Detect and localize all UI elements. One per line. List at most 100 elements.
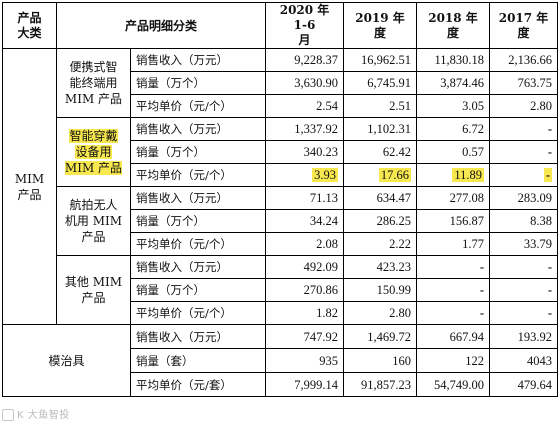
highlighted-value: 11.89 [452, 168, 485, 182]
value-cell: 2.80 [489, 94, 559, 118]
header-2017: 2017 年 度 [489, 2, 559, 49]
value-cell: - [489, 117, 559, 141]
metric-label: 平均单价（元/个） [129, 94, 267, 118]
value-cell: 62.42 [343, 140, 418, 164]
value-cell: 283.09 [489, 186, 559, 210]
value-cell: - [489, 255, 559, 279]
metric-label: 销量（万个） [129, 71, 267, 95]
metric-label: 平均单价（元/个） [129, 163, 267, 187]
value-cell: 2.22 [343, 232, 418, 256]
table-row: 模治具 销售收入（万元） 747.92 1,469.72 667.94 193.92 [2, 324, 559, 397]
value-cell: 16,962.51 [343, 48, 418, 72]
metric-label: 销量（万个） [129, 278, 267, 302]
value-cell: - [489, 278, 559, 302]
value-cell: 2.51 [343, 94, 418, 118]
value-cell: 6,745.91 [343, 71, 418, 95]
value-cell: 33.79 [489, 232, 559, 256]
value-cell: 1.77 [416, 232, 491, 256]
value-cell: 11,830.18 [416, 48, 491, 72]
value-cell: 3,874.46 [416, 71, 491, 95]
table-row: 智能穿戴 设备用 MIM 产品 销售收入（万元） 1,337.92 1,102.31 6… [3, 117, 559, 187]
watermark-text: K 大鱼智投 [17, 410, 70, 421]
watermark: K 大鱼智投 [2, 406, 70, 421]
value-cell: 156.87 [416, 209, 491, 233]
subcategory-label: 航拍无人 机用 MIM 产品 [56, 186, 131, 256]
value-cell: 7,999.14 [265, 372, 345, 397]
header-row: 产品 大类 产品明细分类 2020 年 1-6 月 2019 年 度 2018 … [2, 2, 559, 49]
table-row: 销量（万个） 3,630.90 6,745.91 3,874.46 763.75 [3, 71, 559, 95]
table-row: 销量（万个） 340.23 62.42 0.57- [3, 140, 559, 164]
metric-label: 销售收入（万元） [129, 255, 267, 279]
value-cell: - [489, 140, 559, 164]
metric-label: 销售收入（万元） [129, 48, 267, 72]
table-row: 销量（万个） 34.24 286.25 156.87 8.38 [3, 209, 559, 233]
highlighted-subcategory: 智能穿戴 设备用 MIM 产品 [64, 129, 123, 175]
metric-label: 销量（万个） [129, 209, 267, 233]
table-row: 平均单价（元/套） 7,999.14 91,857.23 54,749.00 479.6… [3, 372, 559, 397]
value-cell: 423.23 [343, 255, 418, 279]
value-cell: 3.93 [265, 163, 345, 187]
value-cell: 3.05 [416, 94, 491, 118]
category-fixture: 模治具 [2, 324, 131, 397]
value-cell: 17.66 [343, 163, 418, 187]
value-cell: 747.92 [265, 324, 345, 349]
product-breakdown-table: 产品 大类 产品明细分类 2020 年 1-6 月 2019 年 度 2018 … [2, 2, 559, 397]
table-row: 其他 MIM 产品 销售收入（万元） 492.09 423.23- - [3, 255, 559, 325]
value-cell: 34.24 [265, 209, 345, 233]
metric-label: 平均单价（元/个） [129, 301, 267, 325]
category-mim: MIM 产品 [2, 48, 57, 325]
value-cell: 150.99 [343, 278, 418, 302]
value-cell: - [416, 255, 491, 279]
metric-label: 平均单价（元/套） [129, 372, 267, 397]
value-cell: 4043 [489, 348, 559, 373]
watermark-logo-icon [2, 409, 14, 421]
metric-label: 销量（万个） [129, 140, 267, 164]
metric-label: 销售收入（万元） [129, 117, 267, 141]
value-cell: 1,337.92 [265, 117, 345, 141]
header-2019: 2019 年 度 [343, 2, 418, 49]
subcategory-label: 便携式智 能终端用 MIM 产品 [56, 48, 131, 118]
value-cell: 91,857.23 [343, 372, 418, 397]
table-row: 平均单价（元/个） 2.54 2.51 3.05 2.80 [3, 94, 559, 118]
value-cell: - [489, 163, 559, 187]
value-cell: 193.92 [489, 324, 559, 349]
value-cell: 1,469.72 [343, 324, 418, 349]
value-cell: 3,630.90 [265, 71, 345, 95]
metric-label: 销售收入（万元） [129, 186, 267, 210]
value-cell: - [489, 301, 559, 325]
value-cell: 9,228.37 [265, 48, 345, 72]
value-cell: 340.23 [265, 140, 345, 164]
table-row: MIM 产品 便携式智 能终端用 MIM 产品 销售收入（万元） 9,228.37 16… [2, 48, 559, 325]
value-cell: 2,136.66 [489, 48, 559, 72]
value-cell: 270.86 [265, 278, 345, 302]
table-row: 销量（万个） 270.86 150.99- - [3, 278, 559, 302]
table-row: 销量（套） 935 160 122 4043 [3, 348, 559, 373]
value-cell: 122 [416, 348, 491, 373]
subcategory-label: 其他 MIM 产品 [56, 255, 131, 325]
header-2018: 2018 年 度 [416, 2, 491, 49]
value-cell: 6.72 [416, 117, 491, 141]
header-detail: 产品明细分类 [55, 2, 267, 49]
table-row: 平均单价（元/个） 1.82 2.80- - [3, 301, 559, 325]
value-cell: 71.13 [265, 186, 345, 210]
metric-label: 平均单价（元/个） [129, 232, 267, 256]
value-cell: 286.25 [343, 209, 418, 233]
value-cell: - [416, 301, 491, 325]
header-2020h1: 2020 年 1-6 月 [265, 2, 345, 49]
metric-label: 销售收入（万元） [129, 324, 267, 349]
table-row: 航拍无人 机用 MIM 产品 销售收入（万元） 71.13 634.47 277.08 2… [3, 186, 559, 256]
value-cell: 2.80 [343, 301, 418, 325]
value-cell: 935 [265, 348, 345, 373]
subcategory-label: 智能穿戴 设备用 MIM 产品 [56, 117, 131, 187]
value-cell: 8.38 [489, 209, 559, 233]
value-cell: 479.64 [489, 372, 559, 397]
value-cell: 2.08 [265, 232, 345, 256]
header-category: 产品 大类 [2, 2, 57, 49]
value-cell: 667.94 [416, 324, 491, 349]
value-cell: 763.75 [489, 71, 559, 95]
value-cell: 0.57 [416, 140, 491, 164]
metric-label: 销量（套） [129, 348, 267, 373]
value-cell: 492.09 [265, 255, 345, 279]
value-cell: - [416, 278, 491, 302]
value-cell: 11.89 [416, 163, 491, 187]
